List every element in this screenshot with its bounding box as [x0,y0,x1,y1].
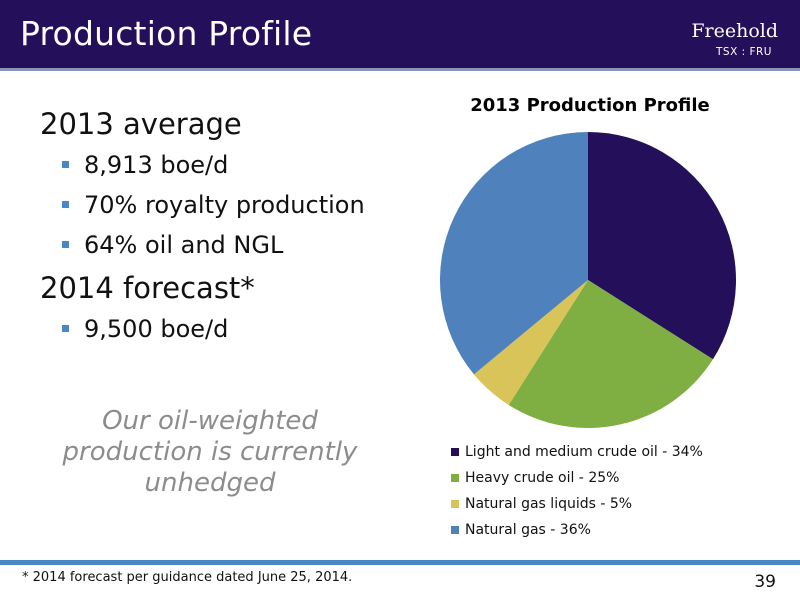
pie-slice-0 [588,132,736,360]
legend-swatch [451,526,459,534]
pie-slice-1 [508,280,713,428]
chart-title: 2013 Production Profile [470,95,710,116]
bullet-item: 64% oil and NGL [62,228,430,262]
ticker-label: TSX : FRU [715,46,772,58]
bullet-square-icon [62,201,69,208]
legend-swatch [451,448,459,456]
bullet-text: 70% royalty production [84,191,365,219]
hedging-note: Our oil-weighted production is currently… [62,406,358,498]
legend-swatch [451,500,459,508]
heading-2013-average: 2013 average [40,107,242,141]
pie-chart [440,132,736,428]
legend-item: Natural gas liquids - 5% [451,491,703,517]
bullet-text: 9,500 boe/d [84,315,229,343]
page-number: 39 [754,572,776,592]
legend-swatch [451,474,459,482]
legend-label: Natural gas - 36% [465,522,591,538]
title-bar: Production Profile Freehold TSX : FRU [0,0,800,68]
pie-slice-2 [473,280,588,405]
heading-2014-forecast: 2014 forecast* [40,271,255,305]
pie-slice-3 [440,132,588,375]
header-divider [0,68,800,71]
bullet-list: 2013 average 8,913 boe/d 70% royalty pro… [40,104,430,352]
page-title: Production Profile [20,14,313,53]
bullet-item: 70% royalty production [62,188,430,222]
chart-legend: Light and medium crude oil - 34% Heavy cr… [451,439,703,543]
company-logo: Freehold [691,20,778,42]
bullet-item: 9,500 boe/d [62,312,430,346]
bullet-text: 64% oil and NGL [84,231,284,259]
legend-label: Heavy crude oil - 25% [465,470,620,486]
legend-item: Light and medium crude oil - 34% [451,439,703,465]
bullet-square-icon [62,241,69,248]
legend-label: Light and medium crude oil - 34% [465,444,703,460]
footer-divider [0,560,800,565]
legend-item: Heavy crude oil - 25% [451,465,703,491]
bullet-item: 8,913 boe/d [62,148,430,182]
legend-item: Natural gas - 36% [451,517,703,543]
bullet-square-icon [62,161,69,168]
bullet-square-icon [62,325,69,332]
bullet-text: 8,913 boe/d [84,151,229,179]
legend-label: Natural gas liquids - 5% [465,496,633,512]
footnote: * 2014 forecast per guidance dated June … [22,570,353,585]
